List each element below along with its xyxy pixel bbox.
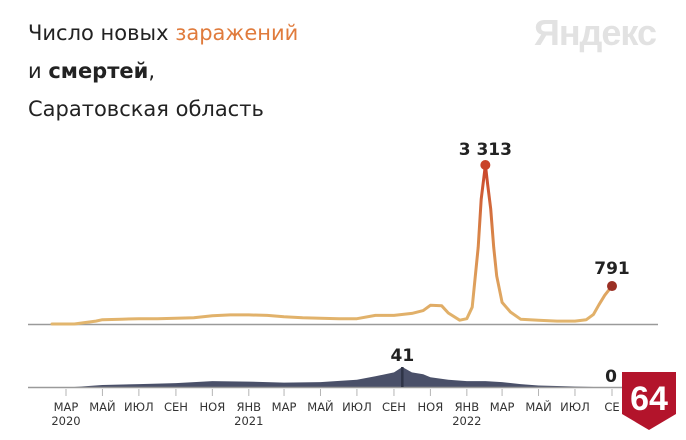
x-tick-label: СЕН [382, 400, 406, 414]
deaths-plot: 41 0 [28, 346, 658, 389]
infections-peak-label: 3 313 [459, 140, 512, 160]
x-tick-label: ИЮЛ [124, 400, 154, 414]
infections-end-label: 791 [594, 259, 630, 279]
x-tick-label: МАР [272, 400, 297, 414]
badge-text: 64 [630, 380, 668, 418]
infections-end-marker [607, 281, 617, 292]
x-tick-label: ЯНВ [237, 400, 262, 414]
x-tick-label: ИЮЛ [560, 400, 590, 414]
x-tick-label: СЕ [604, 400, 619, 414]
title-line2-prefix: и [28, 59, 49, 83]
deaths-end-label: 0 [605, 367, 617, 387]
x-tick-label: МАЙ [307, 399, 333, 414]
title-line1-prefix: Число новых [28, 21, 176, 45]
region-64-badge: 64 [622, 372, 676, 430]
title-line2-suffix: , [148, 59, 156, 83]
infections-plot: 3 313 791 [28, 140, 658, 326]
x-year-label: 2020 [51, 414, 80, 428]
x-tick-label: МАР [490, 400, 515, 414]
title-deaths-word: смертей [48, 59, 149, 83]
x-tick-label: МАР [54, 400, 79, 414]
title-region: Саратовская область [28, 97, 264, 121]
x-tick-label: МАЙ [89, 399, 115, 414]
deaths-area [74, 367, 612, 387]
x-year-label: 2022 [452, 414, 481, 428]
chart-title: Число новых заражений и смертей, Саратов… [28, 14, 298, 128]
x-tick-label: ЯНВ [455, 400, 480, 414]
title-infections-word: заражений [175, 21, 299, 45]
x-tick-label: МАЙ [525, 399, 551, 414]
deaths-peak-label: 41 [390, 346, 414, 366]
yandex-logo: Яндекс [533, 12, 657, 53]
badge-shield-shape [622, 372, 676, 430]
infections-peak-marker [480, 160, 491, 170]
x-tick-label: СЕН [164, 400, 188, 414]
infections-line [50, 163, 614, 326]
x-tick-label: НОЯ [200, 400, 226, 414]
x-tick-label: ИЮЛ [342, 400, 372, 414]
x-year-label: 2021 [234, 414, 263, 428]
x-tick-label: НОЯ [418, 400, 444, 414]
